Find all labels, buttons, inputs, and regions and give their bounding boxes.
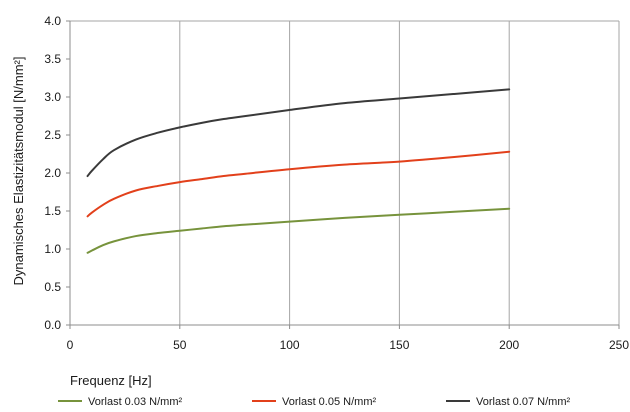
y-axis-tick-labels: 0.0 0.5 1.0 1.5 2.0 2.5 3.0 3.5 4.0: [44, 14, 70, 332]
y-tick-label: 2.5: [44, 128, 61, 142]
x-axis-tick-labels: 0 50 100 150 200 250: [67, 325, 629, 352]
series-line-3: [86, 88, 511, 178]
x-tick-label: 50: [173, 338, 187, 352]
y-tick-label: 0.5: [44, 280, 61, 294]
y-tick-label: 2.0: [44, 166, 61, 180]
y-axis-title: Dynamisches Elastizitätsmodul [N/mm²]: [11, 57, 26, 286]
x-axis-title: Frequenz [Hz]: [70, 373, 152, 388]
x-tick-label: 150: [389, 338, 409, 352]
x-tick-label: 200: [499, 338, 519, 352]
x-tick-label: 0: [67, 338, 74, 352]
plot-frame: [69, 20, 619, 326]
legend-label-1: Vorlast 0.03 N/mm²: [88, 396, 182, 408]
y-tick-label: 3.0: [44, 90, 61, 104]
series-line-2: [86, 150, 511, 218]
x-tick-label: 100: [280, 338, 300, 352]
grid-lines: [179, 21, 620, 325]
series-line-1: [86, 207, 511, 254]
x-tick-label: 250: [609, 338, 629, 352]
series-lines: [86, 88, 511, 254]
legend-label-3: Vorlast 0.07 N/mm²: [476, 396, 570, 408]
y-tick-label: 1.5: [44, 204, 61, 218]
y-tick-label: 0.0: [44, 318, 61, 332]
y-tick-label: 1.0: [44, 242, 61, 256]
legend-label-2: Vorlast 0.05 N/mm²: [282, 396, 376, 408]
legend: Vorlast 0.03 N/mm² Vorlast 0.05 N/mm² Vorl…: [58, 396, 570, 408]
y-tick-label: 3.5: [44, 52, 61, 66]
y-tick-label: 4.0: [44, 14, 61, 28]
